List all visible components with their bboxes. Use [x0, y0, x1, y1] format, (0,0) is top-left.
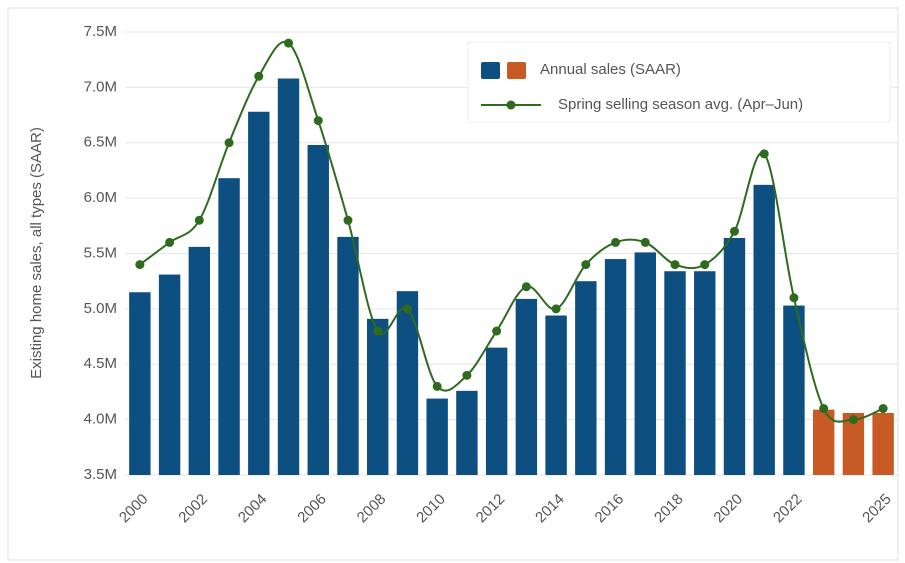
line-marker	[254, 71, 264, 81]
bar	[812, 409, 835, 475]
bar	[723, 237, 746, 475]
bar	[277, 78, 300, 475]
line-marker	[373, 326, 383, 336]
bar	[753, 184, 775, 475]
legend-swatch	[481, 62, 500, 79]
y-tick-label: 4.0M	[84, 411, 117, 428]
line-marker	[551, 304, 561, 314]
bar	[515, 298, 538, 475]
line-marker	[343, 215, 353, 225]
line-marker	[521, 282, 531, 292]
bar	[456, 390, 478, 475]
legend-box	[467, 41, 891, 123]
bar	[188, 246, 211, 475]
y-tick-label: 6.0M	[84, 189, 117, 206]
y-tick-label: 3.5M	[84, 466, 117, 483]
line-marker	[194, 215, 204, 225]
bar	[604, 259, 627, 475]
bar	[307, 144, 329, 475]
line-marker	[789, 293, 799, 303]
bar	[664, 271, 686, 475]
line-marker	[581, 260, 591, 270]
y-tick-label: 6.5M	[84, 134, 117, 151]
line-marker	[135, 260, 145, 270]
line-marker	[492, 326, 502, 336]
line-marker	[878, 404, 888, 414]
bar	[396, 291, 419, 475]
y-tick-label: 7.0M	[84, 78, 117, 95]
line-marker	[729, 226, 739, 236]
bar	[218, 178, 240, 475]
bar	[485, 347, 508, 475]
y-tick-label: 5.5M	[84, 244, 117, 261]
bar	[248, 111, 270, 476]
line-marker	[432, 381, 442, 391]
y-tick-label: 5.0M	[84, 300, 117, 317]
line-marker	[670, 260, 680, 270]
bar	[158, 274, 181, 475]
legend-marker	[506, 100, 516, 110]
bar	[694, 271, 716, 475]
line-marker	[313, 116, 323, 126]
bar	[634, 252, 656, 475]
line-marker	[848, 415, 858, 425]
bar	[367, 318, 389, 475]
bar	[575, 281, 597, 475]
bar	[337, 236, 359, 475]
line-marker	[165, 237, 175, 247]
legend-label: Annual sales (SAAR)	[540, 61, 681, 78]
bar	[129, 292, 151, 475]
bar	[426, 398, 448, 475]
legend-label: Spring selling season avg. (Apr–Jun)	[558, 96, 803, 113]
line-marker	[819, 404, 829, 414]
line-marker	[611, 237, 621, 247]
line-marker	[284, 38, 294, 48]
line-marker	[759, 149, 769, 159]
bar	[545, 315, 567, 475]
line	[139, 40, 884, 423]
y-tick-label: 4.5M	[84, 355, 117, 372]
line-marker	[700, 260, 710, 270]
line-marker	[402, 304, 412, 314]
legend-swatch	[507, 62, 526, 79]
y-axis-label: Existing home sales, all types (SAAR)	[28, 127, 45, 379]
y-tick-label: 7.5M	[84, 23, 117, 40]
bar	[783, 305, 805, 475]
line-marker	[462, 370, 472, 380]
bar	[842, 412, 865, 475]
line-marker	[224, 138, 234, 148]
bar	[872, 412, 894, 475]
line-marker	[640, 237, 650, 247]
